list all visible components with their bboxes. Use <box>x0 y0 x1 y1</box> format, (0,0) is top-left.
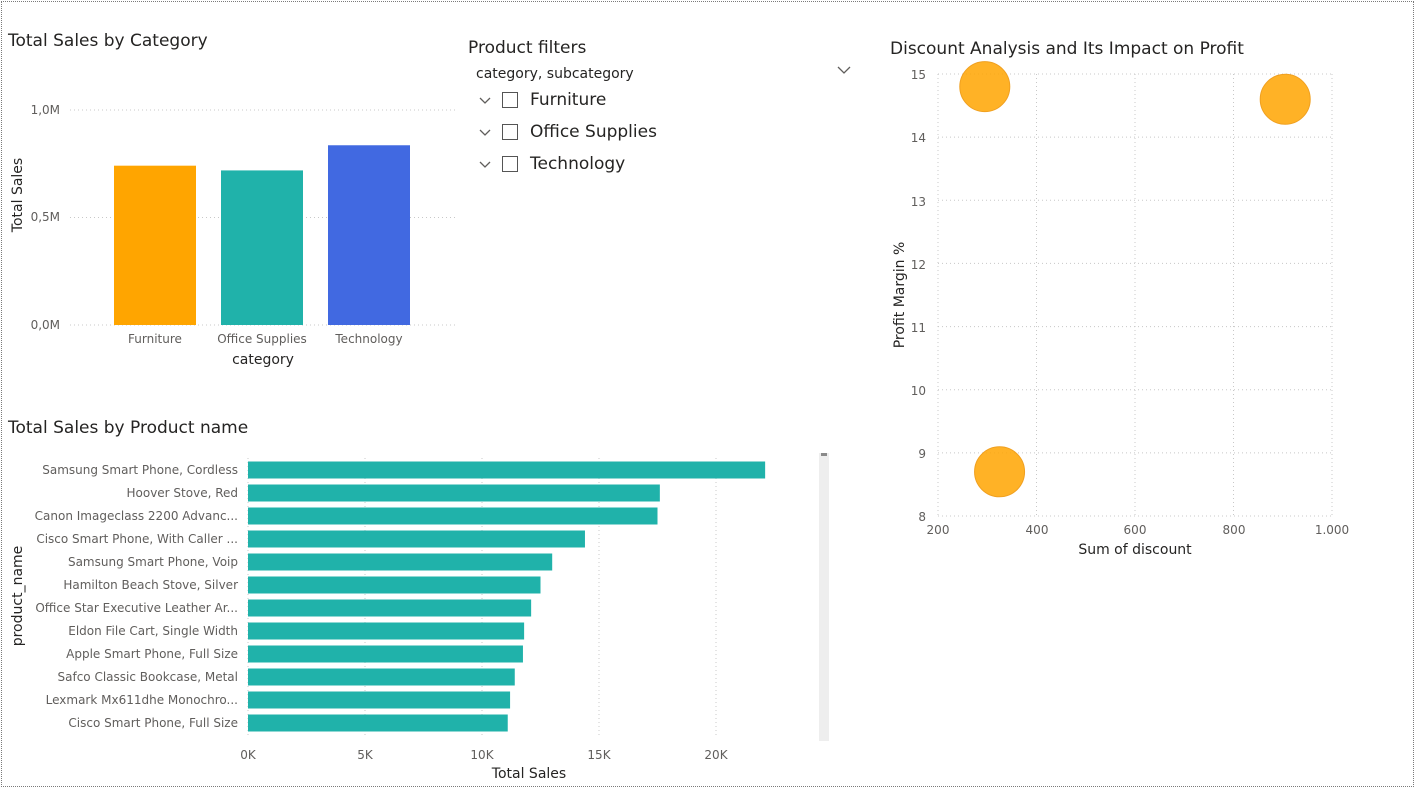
product-x-tick: 5K <box>357 748 374 762</box>
category-x-tick: Furniture <box>128 332 182 346</box>
category-y-axis-title: Total Sales <box>10 158 26 233</box>
product-y-tick: Cisco Smart Phone, With Caller ... <box>36 532 238 546</box>
product-bar-chart[interactable]: Samsung Smart Phone, Cordless Hoover Stov… <box>0 450 816 786</box>
product-y-tick: Safco Classic Bookcase, Metal <box>58 670 238 684</box>
discount-scatter-chart[interactable]: 8 9 10 11 12 13 14 15 200 400 600 800 1.… <box>880 60 1400 570</box>
scatter-x-tick: 400 <box>1026 523 1049 537</box>
product-bar[interactable] <box>248 668 515 686</box>
slicer-title: Product filters <box>468 38 587 58</box>
product-bar[interactable] <box>248 553 553 571</box>
product-x-axis-title: Total Sales <box>491 766 566 782</box>
category-chart-title: Total Sales by Category <box>8 31 208 51</box>
product-bar[interactable] <box>248 714 508 732</box>
category-y-tick: 1,0M <box>31 103 60 117</box>
slicer-item-technology[interactable]: Technology <box>478 154 838 180</box>
slicer-checkbox[interactable] <box>502 92 518 108</box>
slicer-checkbox[interactable] <box>502 156 518 172</box>
scatter-y-tick: 14 <box>911 131 926 145</box>
slicer-field-label: category, subcategory <box>476 66 634 82</box>
product-filter-slicer: Product filters category, subcategory Fu… <box>466 38 858 188</box>
category-bar[interactable] <box>114 165 196 325</box>
product-y-tick: Apple Smart Phone, Full Size <box>66 647 238 661</box>
category-bar[interactable] <box>221 170 303 325</box>
category-bar-chart[interactable]: Furniture Office Supplies Technology 0,0M … <box>0 60 460 380</box>
product-bar[interactable] <box>248 507 658 525</box>
product-x-tick: 15K <box>587 748 611 762</box>
scatter-y-tick: 13 <box>911 195 926 209</box>
category-y-tick: 0,5M <box>31 210 60 224</box>
product-y-tick: Samsung Smart Phone, Cordless <box>42 463 238 477</box>
product-y-tick: Lexmark Mx611dhe Monochro... <box>46 693 238 707</box>
category-y-tick: 0,0M <box>31 318 60 332</box>
product-y-axis-title: product_name <box>10 546 26 647</box>
scatter-y-tick: 15 <box>911 68 926 82</box>
product-chart-scrollbar[interactable] <box>819 453 829 741</box>
slicer-item-label: Office Supplies <box>530 122 657 142</box>
category-x-axis-title: category <box>232 352 294 368</box>
product-x-tick: 0K <box>240 748 257 762</box>
scatter-y-axis-title: Profit Margin % <box>892 242 908 349</box>
product-bar[interactable] <box>248 576 541 594</box>
slicer-item-furniture[interactable]: Furniture <box>478 90 838 116</box>
scatter-y-tick: 12 <box>911 258 926 272</box>
slicer-checkbox[interactable] <box>502 124 518 140</box>
scatter-y-tick: 9 <box>918 447 926 461</box>
product-x-tick: 10K <box>470 748 494 762</box>
product-bar[interactable] <box>248 530 585 548</box>
category-x-tick: Office Supplies <box>217 332 307 346</box>
chevron-down-icon[interactable] <box>836 62 852 78</box>
slicer-item-label: Furniture <box>530 90 607 110</box>
scatter-x-tick: 1.000 <box>1315 523 1349 537</box>
scatter-x-tick: 800 <box>1223 523 1246 537</box>
scatter-chart-title: Discount Analysis and Its Impact on Prof… <box>890 39 1244 59</box>
expand-chevron-icon[interactable] <box>478 158 492 172</box>
product-y-tick: Cisco Smart Phone, Full Size <box>68 716 238 730</box>
scatter-bubble[interactable] <box>1259 73 1311 125</box>
product-bar[interactable] <box>248 461 766 479</box>
product-chart-title: Total Sales by Product name <box>8 418 249 438</box>
scrollbar-thumb[interactable] <box>821 453 827 456</box>
product-bar[interactable] <box>248 599 532 617</box>
scatter-x-tick: 200 <box>927 523 950 537</box>
product-bar[interactable] <box>248 484 660 502</box>
product-y-tick: Hoover Stove, Red <box>126 486 238 500</box>
product-bar[interactable] <box>248 645 523 663</box>
product-y-tick: Canon Imageclass 2200 Advanc... <box>35 509 238 523</box>
scatter-bubble[interactable] <box>959 61 1011 113</box>
expand-chevron-icon[interactable] <box>478 126 492 140</box>
product-y-tick: Eldon File Cart, Single Width <box>68 624 238 638</box>
scatter-y-tick: 10 <box>911 384 926 398</box>
scatter-bubble[interactable] <box>974 446 1026 498</box>
category-x-tick: Technology <box>334 332 402 346</box>
expand-chevron-icon[interactable] <box>478 94 492 108</box>
scatter-y-tick: 11 <box>911 321 926 335</box>
product-y-tick: Samsung Smart Phone, Voip <box>68 555 238 569</box>
slicer-item-office-supplies[interactable]: Office Supplies <box>478 122 838 148</box>
product-bar[interactable] <box>248 691 511 709</box>
scatter-x-axis-title: Sum of discount <box>1078 542 1192 558</box>
scatter-y-tick: 8 <box>918 510 926 524</box>
category-bar[interactable] <box>328 145 410 325</box>
scatter-x-tick: 600 <box>1124 523 1147 537</box>
product-y-tick: Office Star Executive Leather Ar... <box>35 601 238 615</box>
slicer-item-label: Technology <box>530 154 626 174</box>
product-bar[interactable] <box>248 622 525 640</box>
product-x-tick: 20K <box>704 748 728 762</box>
product-y-tick: Hamilton Beach Stove, Silver <box>63 578 238 592</box>
